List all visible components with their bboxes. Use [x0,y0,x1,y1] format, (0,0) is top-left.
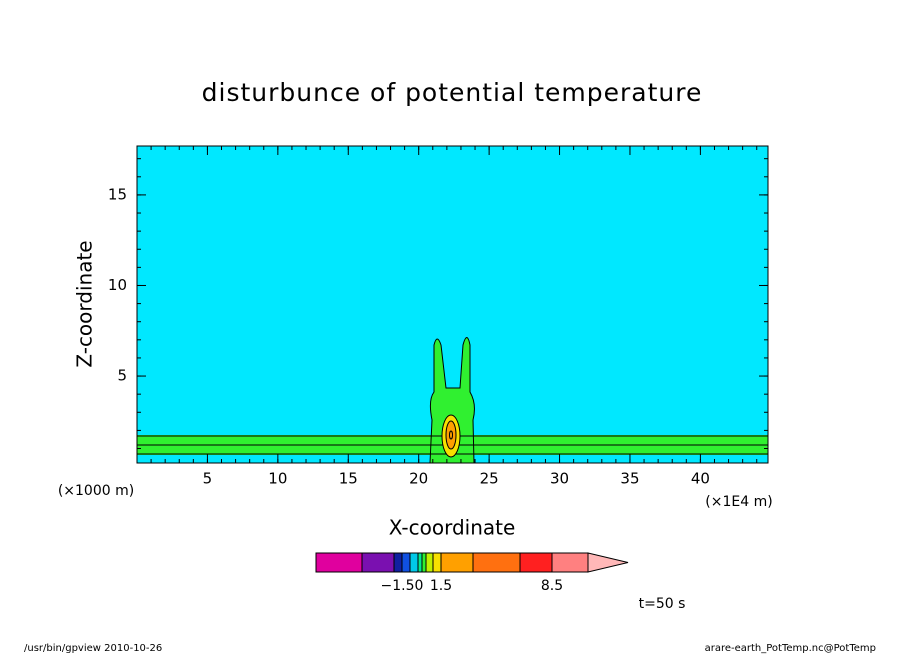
x-tick-label: 35 [620,470,639,488]
colorbar-segment [519,552,553,573]
colorbar-segment [401,552,411,573]
colorbar-label: 1.5 [430,578,452,594]
colorbar-segment [440,552,474,573]
x-tick-label: 10 [268,470,287,488]
x-tick-label: 15 [339,470,358,488]
x-tick-label: 5 [203,470,213,488]
x-axis-label: X-coordinate [389,516,516,540]
colorbar-segment [393,552,403,573]
y-tick-label: 5 [117,367,127,385]
x-tick-label: 40 [691,470,710,488]
annotation: t=50 s [639,596,686,612]
y-unit: (×1000 m) [58,483,134,499]
y-tick-label: 15 [108,185,127,203]
colorbar-segment [417,552,423,573]
field-plume [429,337,475,464]
y-tick-label: 10 [108,276,127,294]
footer-left: /usr/bin/gpview 2010-10-26 [24,643,162,654]
field-core-inner [445,420,457,450]
colorbar-extension [587,552,629,573]
colorbar-label: −1.50 [381,578,424,594]
footer-right: arare-earth_PotTemp.nc@PotTemp [705,643,876,654]
x-tick-label: 25 [480,470,499,488]
field-core-center [449,430,453,440]
colorbar-segment [361,552,395,573]
colorbar-label: 8.5 [541,578,563,594]
colorbar-segment [432,552,442,573]
x-tick-label: 20 [409,470,428,488]
chart-title: disturbunce of potential temperature [202,78,703,107]
x-unit: (×1E4 m) [705,494,772,510]
plot-frame [136,145,769,464]
colorbar-segment [425,552,434,573]
colorbar-segment [315,552,363,573]
colorbar-segment [472,552,521,573]
x-tick-label: 30 [550,470,569,488]
contour-field [137,146,768,464]
colorbar-segment [421,552,427,573]
colorbar-segment [409,552,419,573]
y-axis-label: Z-coordinate [73,240,97,367]
colorbar-segment [551,552,589,573]
